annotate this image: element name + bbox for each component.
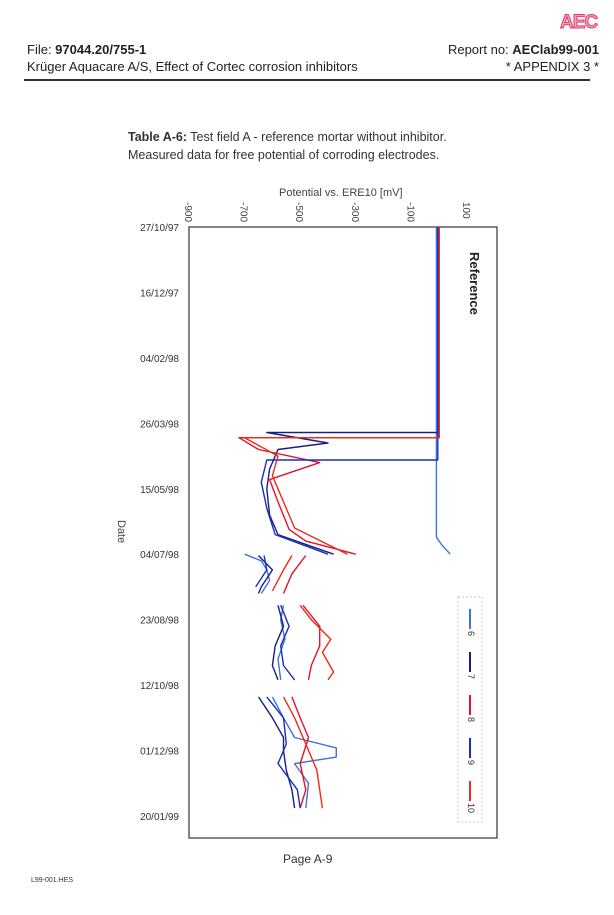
series-10-line	[243, 227, 440, 555]
y-tick-label: 15/05/98	[140, 485, 179, 496]
report-label: Report no:	[447, 42, 513, 57]
series-6-line	[435, 227, 451, 555]
series-7-line	[271, 605, 285, 681]
x-tick-label: -700	[238, 202, 249, 222]
file-no: 97044.20/755-1	[55, 42, 147, 57]
legend-label-9: 9	[466, 760, 476, 765]
report-number: Report no: AEClab99-001	[448, 42, 599, 57]
table-description: Measured data for free potential of corr…	[128, 148, 440, 162]
series-8-line	[302, 604, 321, 681]
table-caption: Table A-6: Test field A - reference mort…	[128, 130, 447, 144]
series-10-line	[282, 696, 324, 809]
table-title: Test field A - reference mortar without …	[187, 130, 447, 144]
x-tick-label: 100	[460, 202, 471, 219]
plot-frame	[188, 226, 498, 839]
legend-label-8: 8	[466, 717, 476, 722]
series-6-line	[271, 696, 337, 809]
document-code: L99-001.HES	[31, 877, 74, 884]
series-9-line	[260, 227, 439, 555]
y-tick-label: 20/01/99	[140, 812, 179, 823]
y-tick-label: 12/10/98	[140, 681, 179, 692]
page-number: Page A-9	[283, 852, 333, 866]
file-number: File: 97044.20/755-1	[27, 42, 146, 57]
series-6-line	[244, 553, 271, 594]
x-axis-label: Potential vs. ERE10 [mV]	[279, 187, 403, 199]
file-label: File:	[27, 42, 56, 57]
y-tick-label: 26/03/98	[140, 419, 179, 430]
series-7-line	[257, 696, 296, 809]
x-tick-label: -900	[182, 202, 193, 222]
x-tick-label: -100	[404, 202, 415, 222]
table-label: Table A-6:	[128, 130, 188, 144]
x-tick-label: -300	[349, 202, 360, 222]
series-7-line	[266, 227, 439, 555]
series-8-line	[282, 555, 307, 594]
series-9-line	[266, 696, 301, 809]
header-divider	[24, 79, 590, 81]
aec-logo: AEC	[559, 12, 598, 34]
series-10-line	[271, 555, 293, 592]
y-tick-label: 27/10/97	[140, 223, 179, 234]
x-tick-label: -500	[293, 202, 304, 222]
series-6-line	[277, 605, 286, 680]
series-9-line	[255, 555, 268, 588]
appendix-label: * APPENDIX 3 *	[505, 59, 599, 74]
y-tick-label: 16/12/97	[140, 288, 179, 299]
report-no: AEClab99-001	[512, 42, 599, 57]
legend-label-6: 6	[466, 631, 476, 636]
y-tick-label: 01/12/98	[140, 747, 179, 758]
legend-label-10: 10	[466, 803, 476, 813]
y-tick-label: 04/07/98	[140, 550, 179, 561]
series-9-line	[280, 605, 296, 681]
report-subtitle: Krüger Aquacare A/S, Effect of Cortec co…	[27, 59, 358, 74]
legend-label-7: 7	[466, 674, 476, 679]
series-8-line	[291, 696, 310, 809]
y-tick-label: 04/02/98	[140, 354, 179, 365]
series-10-line	[299, 604, 335, 681]
y-tick-label: 23/08/98	[140, 616, 179, 627]
